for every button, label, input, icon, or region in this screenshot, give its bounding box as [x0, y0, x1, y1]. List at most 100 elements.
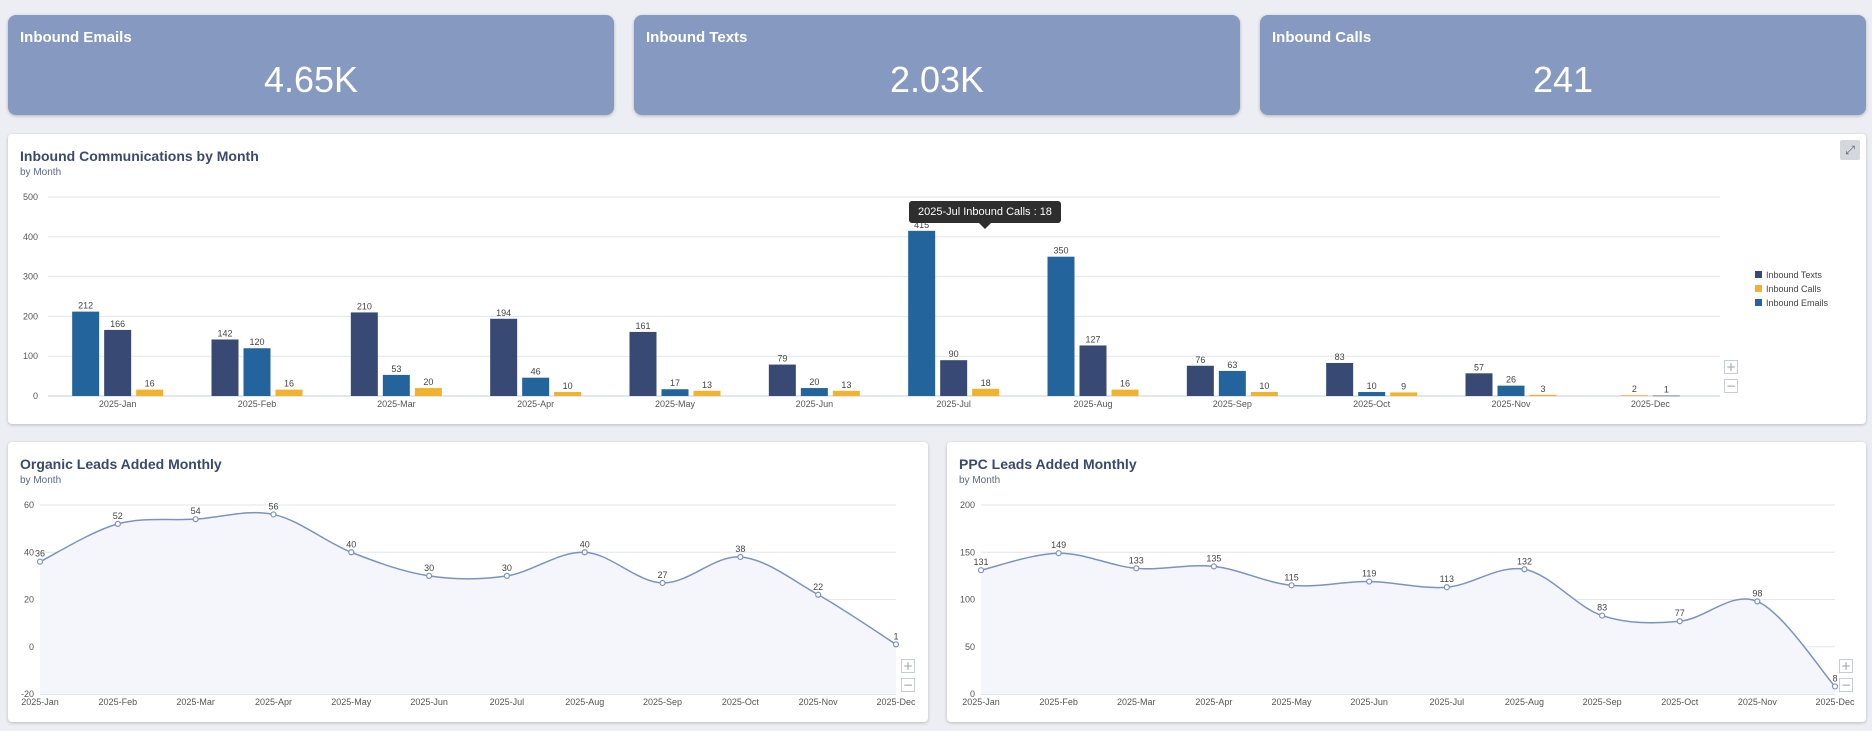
minus-icon[interactable]: − [1839, 678, 1853, 692]
y-tick-label: 0 [33, 391, 38, 401]
bar-data-label: 210 [357, 301, 372, 311]
x-tick-label: 2025-Apr [1195, 697, 1232, 707]
data-point [503, 572, 511, 579]
y-tick-label: 0 [29, 642, 34, 652]
y-tick-label: 200 [23, 311, 38, 321]
x-tick-label: 2025-Mar [176, 697, 215, 707]
bar [1111, 389, 1139, 396]
data-point [1676, 618, 1683, 625]
bar-data-label: 90 [949, 349, 959, 359]
x-tick-label: 2025-Nov [1738, 697, 1778, 707]
x-tick-label: 2025-Jan [962, 697, 1000, 707]
bar-data-label: 1 [1664, 385, 1669, 395]
bar [832, 390, 860, 396]
data-point [892, 641, 900, 648]
chart-tooltip: 2025-Jul Inbound Calls : 18 [909, 201, 1061, 229]
bar-data-label: 415 [914, 220, 929, 230]
bar [1079, 345, 1107, 396]
x-tick-label: 2025-Aug [1505, 697, 1544, 707]
plus-icon[interactable]: + [901, 659, 915, 673]
y-tick-label: 20 [24, 595, 34, 605]
data-point [425, 572, 433, 579]
kpi-title: Inbound Calls [1272, 29, 1372, 46]
x-tick-label: 2025-Apr [255, 697, 292, 707]
data-label: 83 [1597, 603, 1607, 613]
bar [1358, 392, 1386, 396]
plus-icon[interactable]: + [1839, 659, 1853, 673]
legend-label: Inbound Texts [1766, 270, 1822, 280]
x-tick-label: 2025-Oct [722, 697, 760, 707]
bar-data-label: 83 [1335, 352, 1345, 362]
bar-data-label: 10 [563, 381, 573, 391]
bar-data-label: 63 [1227, 360, 1237, 370]
bar-data-label: 26 [1506, 375, 1516, 385]
chart-title: PPC Leads Added Monthly [959, 456, 1137, 472]
y-tick-label: 50 [965, 642, 975, 652]
data-point [192, 516, 199, 523]
data-label: 135 [1206, 553, 1221, 563]
y-tick-label: 150 [960, 547, 975, 557]
bar [1047, 256, 1075, 396]
bar-data-label: 57 [1474, 362, 1484, 372]
bar-data-label: 53 [391, 364, 401, 374]
y-tick-label: 0 [970, 689, 975, 699]
x-tick-label: 2025-Jun [410, 697, 448, 707]
chart-subtitle: by Month [20, 167, 62, 178]
bar [629, 331, 657, 396]
area-fill [981, 553, 1835, 694]
x-tick-label: 2025-Feb [238, 399, 277, 409]
bar [1465, 373, 1493, 396]
data-point [1831, 683, 1839, 690]
data-point [659, 579, 666, 587]
expand-icon[interactable]: ⤢ [1840, 140, 1860, 160]
series-line [39, 511, 897, 646]
minus-icon[interactable]: − [1724, 379, 1738, 393]
bar [522, 377, 550, 396]
x-tick-label: 2025-Jul [936, 399, 971, 409]
bar-data-label: 17 [670, 378, 680, 388]
data-label: 40 [346, 539, 356, 549]
x-tick-label: 2025-Aug [1073, 399, 1112, 409]
bar [1218, 370, 1246, 396]
bar [72, 311, 100, 396]
x-tick-label: 2025-Jul [1430, 697, 1465, 707]
x-tick-label: 2025-May [1272, 697, 1313, 707]
data-point [977, 567, 985, 574]
data-label: 36 [35, 549, 45, 559]
bar-data-label: 13 [702, 380, 712, 390]
x-tick-label: 2025-Jun [796, 399, 834, 409]
x-tick-label: 2025-Oct [1661, 697, 1699, 707]
data-label: 52 [113, 511, 123, 521]
bar [1250, 392, 1278, 396]
bar [940, 360, 968, 396]
bar [554, 392, 582, 396]
y-tick-label: -20 [21, 689, 34, 699]
y-tick-label: 100 [23, 351, 38, 361]
y-tick-label: 300 [23, 272, 38, 282]
data-label: 22 [813, 582, 823, 592]
x-tick-label: 2025-Sep [643, 697, 682, 707]
area-fill [40, 512, 896, 694]
bar-data-label: 16 [1120, 379, 1130, 389]
plus-icon[interactable]: + [1724, 360, 1738, 374]
bar-data-label: 127 [1085, 334, 1100, 344]
bar-data-label: 166 [110, 319, 125, 329]
bar-data-label: 9 [1401, 381, 1406, 391]
data-point [270, 511, 277, 518]
x-tick-label: 2025-Apr [517, 399, 554, 409]
data-label: 38 [735, 544, 745, 554]
data-label: 8 [1832, 673, 1837, 683]
x-tick-label: 2025-Dec [1815, 697, 1855, 707]
kpi-card-emails: Inbound Emails 4.65K [8, 15, 614, 115]
data-label: 132 [1517, 556, 1532, 566]
x-tick-label: 2025-Feb [99, 697, 138, 707]
bar [1186, 365, 1214, 396]
bar [908, 230, 936, 396]
bar [1326, 362, 1354, 396]
y-tick-label: 40 [24, 547, 34, 557]
comms-bar-chart: 0 100 200 300 400 500 2025-Jan 212 166 16 2025-Feb… [23, 192, 1829, 409]
kpi-title: Inbound Texts [646, 29, 748, 46]
minus-icon[interactable]: − [901, 678, 915, 692]
data-point [1366, 578, 1373, 585]
data-label: 119 [1362, 569, 1376, 579]
